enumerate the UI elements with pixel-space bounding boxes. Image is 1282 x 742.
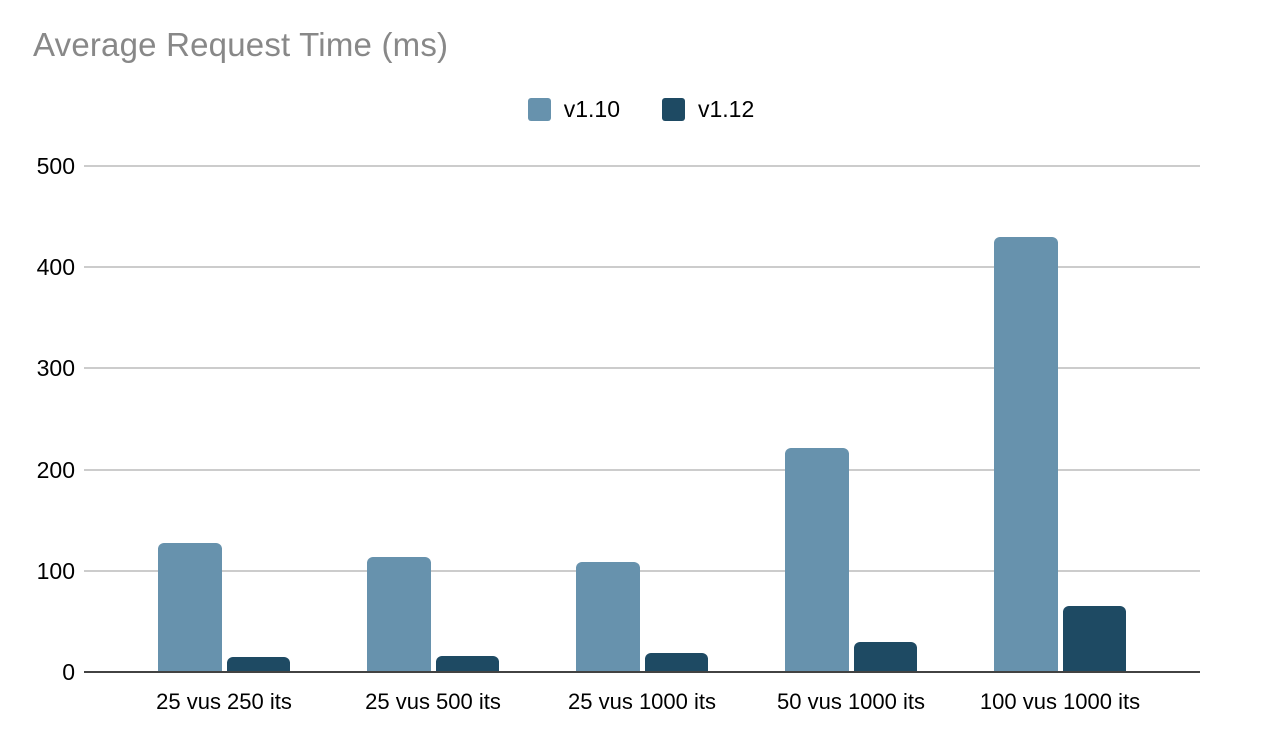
legend-label: v1.12 xyxy=(698,96,755,122)
legend-item-v1.10: v1.10 xyxy=(527,96,620,123)
y-tick-label: 100 xyxy=(36,558,75,584)
legend-label: v1.10 xyxy=(563,96,620,122)
bar-group xyxy=(785,448,917,672)
bar-v1.10 xyxy=(367,557,431,672)
bar-v1.12 xyxy=(1062,606,1126,672)
x-category-label: 25 vus 1000 its xyxy=(568,689,716,714)
gridline xyxy=(84,165,1200,167)
y-tick-label: 400 xyxy=(36,254,75,280)
gridline xyxy=(84,570,1200,572)
x-category-label: 100 vus 1000 its xyxy=(979,689,1141,714)
bar-v1.12 xyxy=(853,642,917,672)
x-category-label: 50 vus 1000 its xyxy=(777,689,925,714)
x-axis-labels: 25 vus 250 its 25 vus 500 its 25 vus 1000 … xyxy=(84,689,1200,715)
bar-group xyxy=(367,557,499,672)
legend-swatch-icon xyxy=(662,98,685,121)
x-axis-line xyxy=(84,671,1200,673)
bar-group xyxy=(994,237,1126,672)
bar-v1.10 xyxy=(785,448,849,672)
chart-title: Average Request Time (ms) xyxy=(33,26,449,63)
y-tick-label: 200 xyxy=(36,457,75,483)
bar-v1.10 xyxy=(994,237,1058,672)
gridline xyxy=(84,469,1200,471)
legend-swatch-icon xyxy=(527,98,551,121)
gridline xyxy=(84,266,1200,268)
legend-item-v1.12: v1.12 xyxy=(662,96,754,123)
y-tick-label: 0 xyxy=(62,659,75,685)
bar-v1.12 xyxy=(226,657,290,672)
x-category-label: 25 vus 250 its xyxy=(156,689,292,714)
gridline xyxy=(84,367,1200,369)
bar-v1.10 xyxy=(576,562,640,672)
bar-v1.12 xyxy=(435,656,499,672)
bar-v1.12 xyxy=(644,653,708,672)
x-category-label: 25 vus 500 its xyxy=(365,689,501,714)
plot-area xyxy=(84,165,1200,673)
y-tick-label: 500 xyxy=(36,153,75,179)
legend: v1.10 v1.12 xyxy=(0,96,1282,123)
bar-groups xyxy=(84,166,1200,672)
bar-group xyxy=(158,543,290,672)
bar-v1.10 xyxy=(158,543,222,672)
y-tick-label: 300 xyxy=(36,355,75,381)
bar-group xyxy=(576,562,708,672)
